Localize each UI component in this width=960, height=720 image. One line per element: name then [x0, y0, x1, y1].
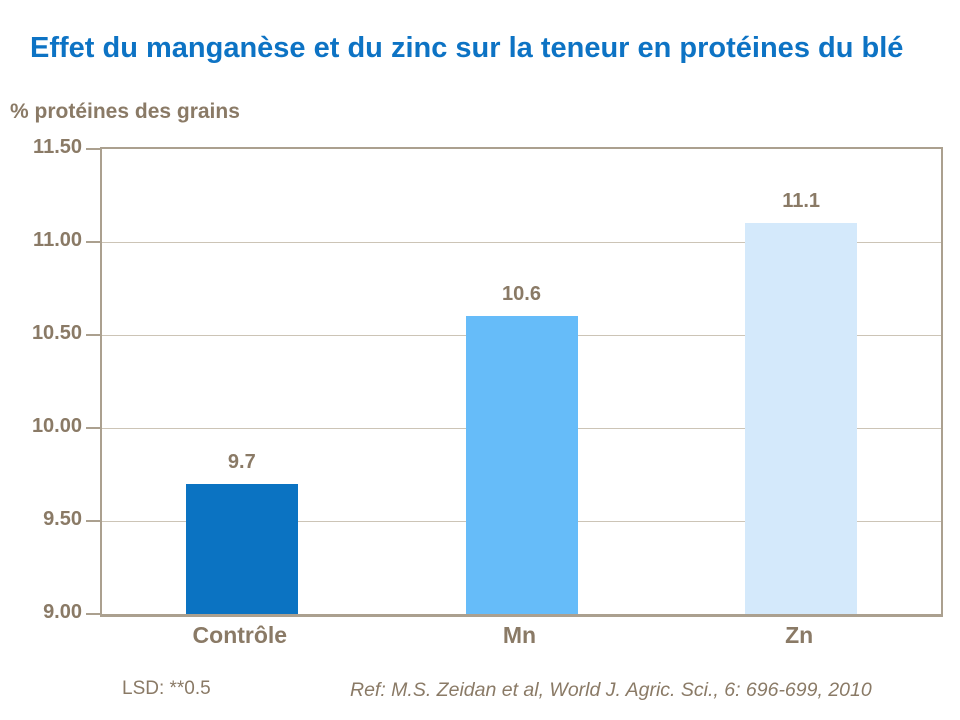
y-axis-tick [86, 520, 100, 522]
y-axis-tick [86, 241, 100, 243]
y-axis-tick [86, 427, 100, 429]
category-label-mn: Mn [502, 622, 537, 648]
bar-zn [745, 223, 858, 614]
y-axis-tick [86, 334, 100, 336]
category-label-contrôle: Contrôle [192, 622, 288, 648]
lsd-note: LSD: **0.5 [122, 678, 211, 699]
reference-citation: Ref: M.S. Zeidan et al, World J. Agric. … [350, 679, 872, 701]
category-label-zn: Zn [785, 622, 814, 648]
y-axis-tick-label: 11.00 [33, 229, 82, 251]
y-axis-tick-label: 9.00 [43, 601, 82, 623]
y-axis-tick [86, 148, 100, 150]
y-axis-tick [86, 613, 100, 615]
bar-value-label: 9.7 [227, 450, 256, 473]
y-axis-title: % protéines des grains [10, 100, 240, 123]
y-axis-tick-label: 9.50 [43, 508, 82, 530]
y-axis-tick-label: 10.00 [31, 415, 82, 437]
bar-value-label: 11.1 [782, 190, 821, 213]
plot-area: 9.00 9.50 10.00 10.50 11.00 11.50 9.7 10.6 11.1 [32, 136, 943, 623]
chart-title: Effet du manganèse et du zinc sur la ten… [30, 32, 904, 65]
bar-mn [465, 316, 578, 614]
y-axis-tick-label: 11.50 [33, 136, 82, 158]
bar-value-label: 10.6 [502, 283, 541, 306]
bar-contrôle [185, 483, 298, 614]
gridline [102, 241, 941, 243]
y-axis-tick-label: 10.50 [31, 322, 82, 344]
